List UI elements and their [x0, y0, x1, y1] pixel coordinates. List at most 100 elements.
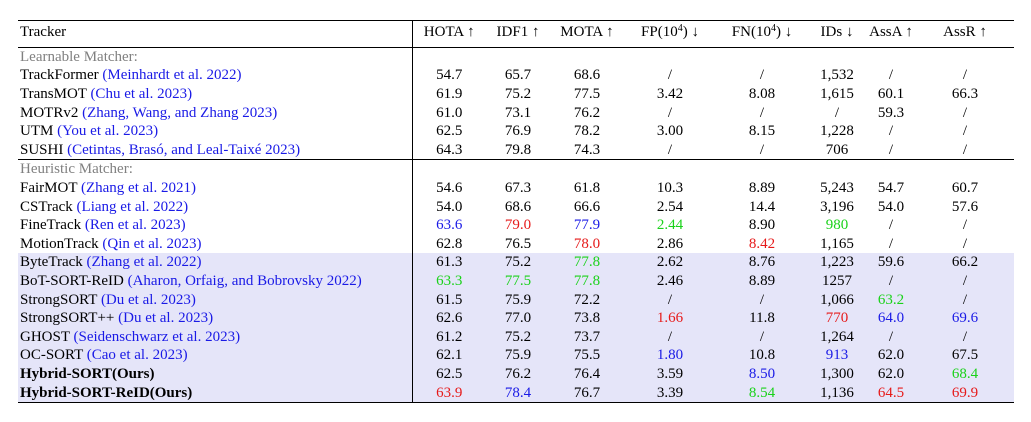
table-row: CSTrack (Liang et al. 2022) 54.0 68.6 66.6 2…: [18, 197, 1014, 216]
column-header-fn: FN(104) ↓: [716, 21, 808, 48]
value-cell-fn: 8.76: [716, 253, 808, 272]
value-cell-ids: 980: [825, 217, 849, 234]
value-cell-mota: 72.2: [550, 290, 624, 309]
value-cell-idf1: 68.6: [504, 198, 532, 215]
value-cell-ids: 5,243: [820, 180, 854, 197]
tracker-name: TrackFormer: [20, 67, 99, 84]
value-cell-fp: 3.00: [656, 123, 684, 140]
value-cell-fp: 2.86: [656, 235, 684, 252]
value-cell-mota: 76.7: [550, 383, 624, 403]
table-row: TransMOT (Chu et al. 2023) 61.9 75.2 77.5 3.…: [18, 84, 1014, 104]
value-cell-fn: 8.90: [748, 217, 776, 234]
value-cell-idf1: 76.9: [504, 123, 532, 140]
citation-link[interactable]: (Meinhardt et al. 2022): [102, 67, 242, 84]
value-cell-mota: 76.2: [573, 104, 601, 121]
tracker-cell: Hybrid-SORT-ReID(Ours): [18, 383, 413, 403]
value-cell-mota: 68.6: [573, 67, 601, 84]
value-cell-idf1: 79.8: [504, 141, 532, 158]
value-cell-assr: /: [962, 123, 968, 140]
citation-link[interactable]: (Zhang, Wang, and Zhang 2023): [82, 104, 278, 121]
tracker-name: StrongSORT: [20, 291, 98, 308]
value-cell-fn: 8.50: [716, 364, 808, 384]
value-cell-ids: 706: [825, 141, 849, 158]
column-header-label: HOTA ↑: [423, 24, 475, 41]
value-cell-idf1: 67.3: [504, 180, 532, 197]
value-cell-hota: 62.1: [412, 346, 486, 365]
tracker-name: MOTRv2: [20, 104, 79, 121]
value-cell-ids: 1,066: [808, 290, 866, 309]
value-cell-assa: 54.0: [877, 198, 905, 215]
tracker-cell: StrongSORT (Du et al. 2023): [18, 290, 413, 309]
value-cell-ids: 1,264: [808, 327, 866, 347]
column-header-hota: HOTA ↑: [412, 21, 486, 48]
citation-link[interactable]: (You et al. 2023): [57, 123, 159, 140]
value-cell-fp: 2.62: [624, 253, 716, 272]
column-header-label: AssA ↑: [869, 24, 913, 41]
value-cell-assr: 66.3: [951, 86, 979, 103]
tracker-cell: FineTrack (Ren et al. 2023): [18, 215, 413, 235]
citation-link[interactable]: (Ren et al. 2023): [84, 217, 186, 234]
value-cell-fp: /: [667, 67, 673, 84]
citation-link[interactable]: (Cao et al. 2023): [86, 347, 188, 364]
tracker-cell: TrackFormer (Meinhardt et al. 2022): [18, 66, 413, 85]
value-cell-assr: /: [916, 271, 1014, 291]
value-cell-hota: 61.5: [412, 290, 486, 309]
column-header-idf1: IDF1 ↑: [486, 21, 550, 48]
value-cell-idf1: 76.2: [486, 364, 550, 384]
tracker-name: FineTrack: [20, 217, 82, 234]
value-cell-assa: /: [888, 235, 894, 252]
value-cell-ids: 1,228: [820, 123, 854, 140]
citation-link[interactable]: (Liang et al. 2022): [76, 198, 189, 215]
tracker-cell: BoT-SORT-ReID (Aharon, Orfaig, and Bobro…: [18, 271, 413, 291]
column-header-tracker: Tracker: [18, 20, 413, 48]
value-cell-idf1: 75.2: [486, 327, 550, 347]
value-cell-hota: 63.3: [412, 271, 486, 291]
value-cell-fn: /: [759, 104, 765, 121]
value-cell-assa: 62.0: [866, 346, 916, 365]
value-cell-fp: /: [624, 290, 716, 309]
value-cell-fn: /: [759, 141, 765, 158]
citation-link[interactable]: (Qin et al. 2023): [102, 235, 202, 252]
citation-link[interactable]: (Zhang et al. 2021): [80, 180, 196, 197]
column-header-label: MOTA ↑: [560, 24, 614, 41]
value-cell-hota: 62.8: [436, 235, 463, 252]
citation-link[interactable]: (Chu et al. 2023): [90, 86, 193, 103]
value-cell-assa: /: [866, 271, 916, 291]
value-cell-fn: 10.8: [716, 346, 808, 365]
citation-link[interactable]: (Zhang et al. 2022): [86, 254, 202, 271]
citation-link[interactable]: (Seidenschwarz et al. 2023): [73, 328, 241, 345]
tracker-name: GHOST: [20, 328, 70, 345]
value-cell-idf1: 65.7: [504, 67, 532, 84]
value-cell-fp: 3.39: [624, 383, 716, 403]
value-cell-mota: 73.7: [550, 327, 624, 347]
citation-link[interactable]: (Du et al. 2023): [118, 310, 214, 327]
column-header-suffix: ) ↓: [682, 24, 699, 41]
tracker-name: BoT-SORT-ReID: [20, 273, 124, 290]
value-cell-mota: 66.6: [573, 198, 601, 215]
section-header-row: Heuristic Matcher:: [18, 159, 1014, 179]
citation-link[interactable]: (Aharon, Orfaig, and Bobrovsky 2022): [127, 273, 362, 290]
table-header-row: Tracker HOTA ↑ IDF1 ↑ MOTA ↑ FP(104) ↓ FN(104…: [18, 20, 1014, 48]
tracker-name: Hybrid-SORT-ReID(Ours): [20, 384, 193, 401]
value-cell-ids: 3,196: [820, 198, 854, 215]
value-cell-assa: 59.6: [866, 253, 916, 272]
value-cell-hota: 54.6: [436, 180, 463, 197]
value-cell-hota: 54.0: [436, 198, 463, 215]
value-cell-idf1: 75.9: [486, 290, 550, 309]
value-cell-idf1: 75.2: [486, 253, 550, 272]
citation-link[interactable]: (Du et al. 2023): [100, 291, 196, 308]
tracker-name: ByteTrack: [20, 254, 83, 271]
tracker-cell: GHOST (Seidenschwarz et al. 2023): [18, 327, 413, 347]
citation-link[interactable]: (Cetintas, Brasó, and Leal-Taixé 2023): [67, 141, 301, 158]
column-header-ids: IDs ↓: [808, 21, 866, 48]
section-header-empty-cell: [412, 159, 486, 179]
table-row: TrackFormer (Meinhardt et al. 2022) 54.7 6…: [18, 66, 1014, 85]
value-cell-idf1: 73.1: [504, 104, 532, 121]
tracker-cell: Hybrid-SORT(Ours): [18, 364, 413, 384]
value-cell-hota: 61.0: [436, 104, 463, 121]
section-header-empty-cell: [624, 47, 716, 66]
value-cell-fn: 11.8: [716, 308, 808, 328]
value-cell-mota: 77.8: [550, 271, 624, 291]
value-cell-fp: /: [667, 104, 673, 121]
section-header-empty-cell: [808, 47, 866, 66]
